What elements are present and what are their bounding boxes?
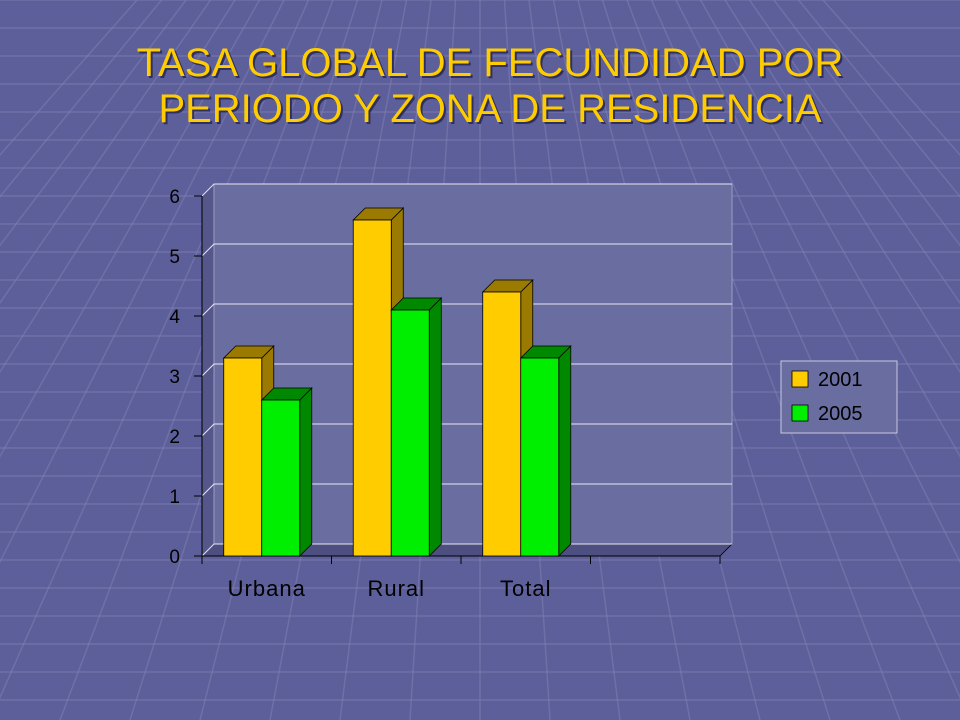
bar-front (261, 399, 301, 557)
bar-front (352, 219, 392, 557)
gridline (201, 243, 732, 257)
bar-2005-Rural (390, 297, 443, 557)
bar-side (428, 297, 442, 557)
gridline (201, 183, 732, 197)
bar-2005-Total (519, 345, 572, 557)
slide-title-line-2: PERIODO Y ZONA DE RESIDENCIA (158, 87, 822, 131)
bar-front (520, 357, 560, 557)
y-tick-label: 2 (169, 427, 180, 448)
gridline (201, 303, 732, 317)
bar-2005-Urbana (260, 387, 313, 557)
y-tick-label: 4 (169, 307, 180, 328)
slide-title-line-1: TASA GLOBAL DE FECUNDIDAD POR (136, 41, 844, 85)
bar-side (558, 345, 572, 557)
legend: 2001 2005 (780, 360, 898, 434)
y-tick-label: 3 (169, 367, 180, 388)
bar-front (223, 357, 263, 557)
legend-swatch-2005 (791, 404, 809, 422)
legend-swatch-2001 (791, 370, 809, 388)
x-tick-label: Rural (367, 576, 425, 601)
legend-label-2005: 2005 (818, 403, 863, 425)
y-tick-label: 5 (169, 247, 180, 268)
x-tick-label: Total (500, 576, 551, 601)
bar-side (299, 387, 313, 557)
y-tick-label: 1 (169, 487, 180, 508)
y-tick-label: 0 (169, 547, 180, 568)
x-tick-label: Urbana (228, 576, 306, 601)
slide-title: TASA GLOBAL DE FECUNDIDAD POR PERIODO Y … (0, 40, 960, 132)
legend-label-2001: 2001 (818, 369, 863, 391)
bar-front (482, 291, 522, 557)
bar-front (390, 309, 430, 557)
y-tick-label: 6 (169, 187, 180, 208)
